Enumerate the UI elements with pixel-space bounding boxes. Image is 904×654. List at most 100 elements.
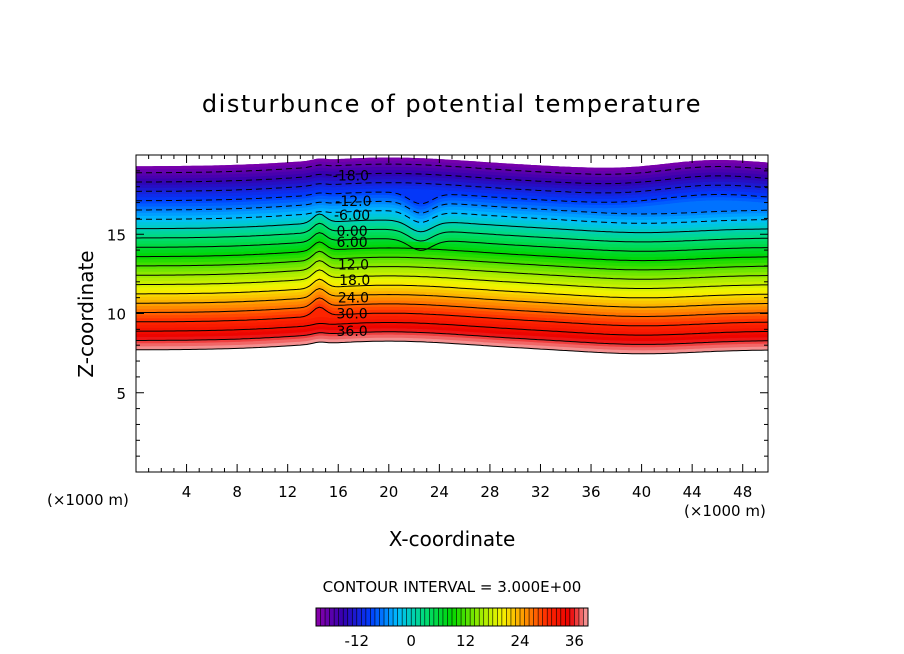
colorbar	[315, 607, 589, 627]
x-tick-label: 12	[278, 483, 297, 501]
colorbar-cell	[524, 608, 530, 626]
x-tick-label: 4	[182, 483, 192, 501]
y-axis-label: Z-coordinate	[74, 250, 98, 377]
axis-ticks	[136, 155, 768, 472]
colorbar-tick-label: 12	[456, 632, 475, 650]
colorbar-cell	[501, 608, 507, 626]
contour-label: 18.0	[339, 273, 370, 289]
colorbar-cell	[542, 608, 548, 626]
colorbar-cell	[388, 608, 394, 626]
colorbar-cell	[411, 608, 417, 626]
contour-line	[136, 297, 768, 317]
colorbar-tick-label: 24	[510, 632, 529, 650]
colorbar-cell	[461, 608, 466, 626]
colorbar-cell	[520, 608, 525, 626]
colorbar-cell	[483, 608, 489, 626]
colorbar-cell	[551, 608, 557, 626]
contour-line	[136, 200, 768, 215]
contour-line	[136, 269, 768, 289]
colorbar-cell	[370, 608, 376, 626]
colorbar-cell	[329, 608, 335, 626]
contour-label: -18.0	[333, 169, 369, 185]
contour-line	[136, 322, 768, 336]
colorbar-cell	[361, 608, 367, 626]
colorbar-cell	[583, 608, 589, 626]
contour-lines	[136, 163, 768, 355]
colorbar-cell	[433, 608, 439, 626]
colorbar-cell	[338, 608, 344, 626]
contour-line	[136, 287, 768, 308]
contour-line	[136, 182, 768, 194]
colorbar-cell	[424, 608, 430, 626]
colorbar-cell	[497, 608, 503, 626]
colorbar-cell	[470, 608, 476, 626]
x-tick-label: 48	[733, 483, 752, 501]
x-tick-label: 32	[531, 483, 550, 501]
colorbar-cell	[406, 608, 412, 626]
x-tick-label: 36	[581, 483, 600, 501]
colorbar-cell	[474, 608, 480, 626]
x-tick-label: 24	[430, 483, 449, 501]
colorbar-cell	[465, 608, 471, 626]
colorbar-labels: -12 0 12 24 36	[345, 632, 584, 650]
y-tick-label: 10	[107, 306, 126, 324]
colorbar-cell	[510, 608, 516, 626]
colorbar-cell	[352, 608, 358, 626]
colorbar-cell	[538, 608, 544, 626]
contour-line	[136, 163, 768, 175]
colorbar-cell	[479, 608, 485, 626]
contour-line	[136, 250, 768, 271]
x-tick-label: 8	[232, 483, 242, 501]
contour-line	[136, 210, 768, 224]
chart-title: disturbunce of potential temperature	[202, 90, 702, 118]
colorbar-cell	[384, 608, 389, 626]
colorbar-cell	[393, 608, 398, 626]
y-tick-label: 15	[107, 226, 126, 244]
colorbar-cell	[578, 608, 584, 626]
contour-line	[136, 191, 768, 205]
colorbar-cell	[397, 608, 403, 626]
colorbar-cell	[447, 608, 453, 626]
y-tick-label: 5	[116, 385, 126, 403]
contour-line	[136, 306, 768, 327]
contour-bands	[136, 157, 768, 355]
colorbar-cell	[515, 608, 521, 626]
colorbar-cell	[560, 608, 566, 626]
contour-label: 12.0	[338, 257, 369, 273]
colorbar-cell	[402, 608, 408, 626]
colorbar-cell	[415, 608, 421, 626]
contour-line	[136, 278, 768, 299]
colorbar-cell	[438, 608, 444, 626]
colorbar-cell	[569, 608, 575, 626]
colorbar-cell	[565, 608, 571, 626]
colorbar-cell	[529, 608, 534, 626]
x-axis-unit: (×1000 m)	[684, 502, 766, 520]
colorbar-cell	[334, 608, 340, 626]
contour-line	[136, 232, 768, 252]
contour-label: 24.0	[338, 291, 369, 307]
colorbar-cell	[420, 608, 426, 626]
y-tick-labels: 5 10 15	[107, 226, 126, 403]
colorbar-cell	[429, 608, 435, 626]
colorbar-cell	[452, 608, 457, 626]
contour-label: 6.00	[337, 235, 368, 251]
x-tick-label: 20	[379, 483, 398, 501]
x-tick-label: 16	[329, 483, 348, 501]
contour-interval-text: CONTOUR INTERVAL = 3.000E+00	[323, 578, 582, 596]
contour-label: -12.0	[335, 194, 371, 210]
x-tick-label: 28	[480, 483, 499, 501]
contour-line	[136, 331, 768, 345]
contour-label: -6.00	[334, 208, 370, 224]
colorbar-cell	[488, 608, 494, 626]
contour-line	[136, 172, 768, 185]
colorbar-cell	[356, 608, 362, 626]
colorbar-cell	[325, 608, 330, 626]
contour-line	[136, 340, 768, 355]
colorbar-tick-label: -12	[345, 632, 370, 650]
contour-line	[136, 213, 768, 234]
colorbar-frame	[315, 607, 589, 627]
colorbar-cell	[533, 608, 539, 626]
x-axis-label: X-coordinate	[389, 527, 516, 551]
contour-line	[136, 241, 768, 262]
